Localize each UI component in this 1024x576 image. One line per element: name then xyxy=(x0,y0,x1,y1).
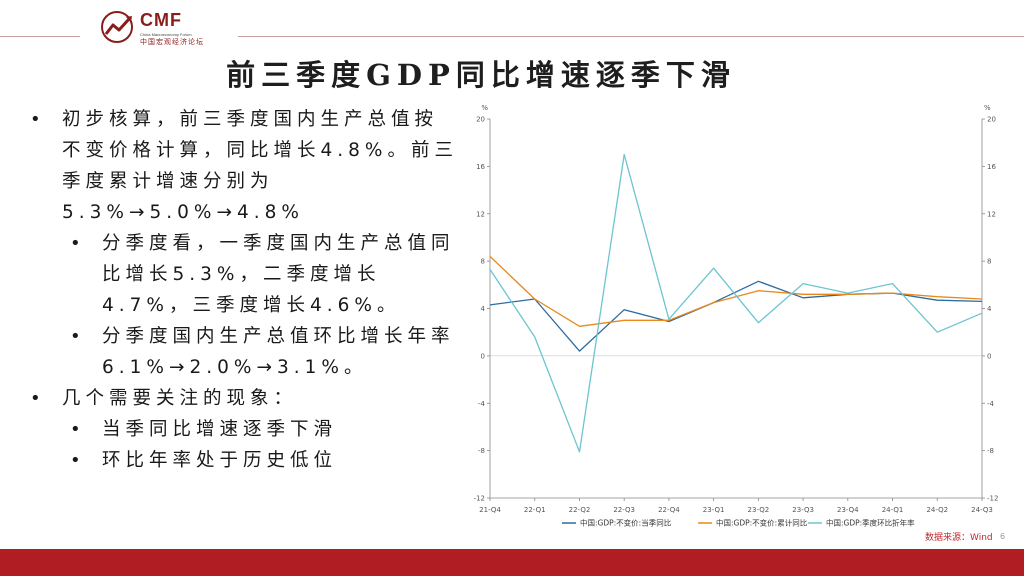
cmf-logo: CMF China Macroeconomy Forum 中国宏观经济论坛 xyxy=(100,10,240,46)
y-tick-label-right: 8 xyxy=(987,258,991,266)
series-line-3 xyxy=(489,153,983,453)
y-tick-label-right: 12 xyxy=(987,210,996,218)
gdp-line-chart: % % 20 20 16 16 12 12 8 8 4 4 0 0 -4 -4 -8 -8 -12 -12 21-Q4 2… xyxy=(474,104,999,528)
x-tick-label: 24-Q2 xyxy=(926,506,948,514)
cmf-logo-icon xyxy=(101,11,133,43)
sub-bullet-item: 分季度国内生产总值环比增长年率6.1%→2.0%→3.1%。 xyxy=(30,321,460,383)
y-tick-label-left: 20 xyxy=(476,116,485,124)
y-tick-label-left: 16 xyxy=(476,163,485,171)
legend-label-3: 中国:GDP:季度环比折年率 xyxy=(826,518,915,528)
y-axis-unit-left: % xyxy=(481,104,488,112)
y-tick-label-left: 0 xyxy=(481,352,485,360)
y-tick-label-right: -4 xyxy=(987,400,995,408)
logo-subtitle-en: China Macroeconomy Forum xyxy=(140,32,192,37)
y-tick-label-right: -12 xyxy=(987,495,998,503)
header-rule-left xyxy=(0,36,80,37)
y-tick-label-left: 12 xyxy=(476,210,485,218)
bullet-item: 初步核算，前三季度国内生产总值按不变价格计算，同比增长4.8%。前三季度累计增速… xyxy=(30,104,460,228)
y-tick-label-left: -4 xyxy=(478,400,486,408)
logo-text: CMF xyxy=(140,10,182,30)
x-tick-label: 24-Q1 xyxy=(882,506,904,514)
x-tick-label: 23-Q1 xyxy=(703,506,725,514)
y-tick-label-left: -12 xyxy=(474,495,485,503)
x-tick-label: 22-Q4 xyxy=(658,506,680,514)
header-rule-right xyxy=(238,36,1024,37)
sub-bullet-item: 当季同比增速逐季下滑 xyxy=(30,414,460,445)
legend-label-2: 中国:GDP:不变价:累计同比 xyxy=(716,518,808,528)
logo-subtitle-cn: 中国宏观经济论坛 xyxy=(140,38,204,46)
data-source: 数据来源：Wind xyxy=(925,533,993,543)
y-axis-unit-right: % xyxy=(984,104,991,112)
sub-bullet-item: 分季度看，一季度国内生产总值同比增长5.3%，二季度增长4.7%，三季度增长4.… xyxy=(30,228,460,321)
x-tick-label: 22-Q2 xyxy=(569,506,591,514)
sub-bullet-item: 环比年率处于历史低位 xyxy=(30,445,460,476)
y-tick-label-right: -8 xyxy=(987,447,994,455)
y-tick-label-right: 4 xyxy=(987,305,992,313)
x-tick-label: 23-Q4 xyxy=(837,506,859,514)
x-tick-label: 22-Q3 xyxy=(613,506,635,514)
x-tick-label: 23-Q3 xyxy=(792,506,814,514)
x-tick-label: 21-Q4 xyxy=(479,506,501,514)
y-tick-label-right: 16 xyxy=(987,163,996,171)
page-number: 6 xyxy=(1000,532,1006,541)
y-tick-label-right: 20 xyxy=(987,116,996,124)
x-tick-label: 24-Q3 xyxy=(971,506,993,514)
legend-label-1: 中国:GDP:不变价:当季同比 xyxy=(580,518,672,528)
y-tick-label-left: 4 xyxy=(481,305,486,313)
y-tick-label-left: 8 xyxy=(481,258,485,266)
x-tick-label: 22-Q1 xyxy=(524,506,546,514)
y-tick-label-left: -8 xyxy=(478,447,485,455)
slide-title: 前三季度GDP同比增速逐季下滑 xyxy=(226,58,736,92)
series-line-2 xyxy=(489,255,983,327)
footer-bar xyxy=(0,549,1024,576)
y-tick-label-right: 0 xyxy=(987,352,991,360)
x-tick-label: 23-Q2 xyxy=(748,506,770,514)
bullet-list: 初步核算，前三季度国内生产总值按不变价格计算，同比增长4.8%。前三季度累计增速… xyxy=(30,104,460,476)
bullet-item: 几个需要关注的现象： xyxy=(30,383,460,414)
